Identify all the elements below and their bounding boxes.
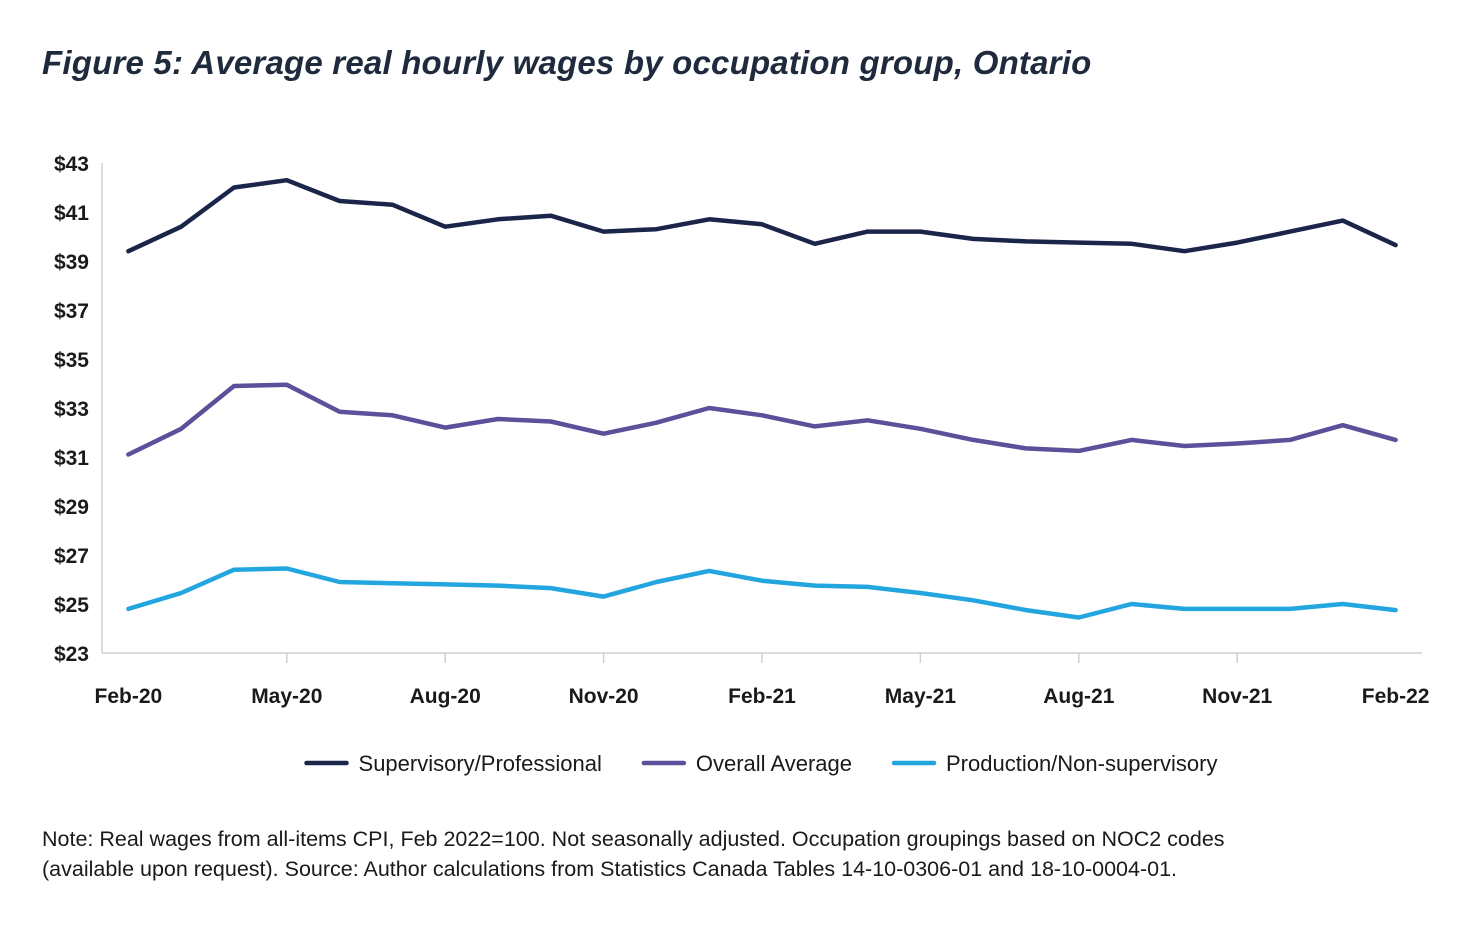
legend-item: Supervisory/Professional (304, 751, 602, 776)
y-tick-label: $41 (54, 202, 89, 225)
y-tick-label: $33 (54, 398, 89, 421)
y-tick-label: $25 (54, 594, 89, 617)
y-tick-label: $39 (54, 251, 89, 274)
legend-label: Overall Average (696, 751, 852, 776)
legend-item: Overall Average (641, 751, 852, 776)
x-tick-label: Aug-21 (1043, 685, 1114, 708)
x-tick-label: May-20 (251, 685, 322, 708)
note-line-1: Note: Real wages from all-items CPI, Feb… (42, 827, 1225, 851)
y-tick-label: $29 (54, 496, 89, 519)
y-tick-label: $37 (54, 300, 89, 323)
x-tick-label: Feb-22 (1362, 685, 1430, 708)
y-tick-label: $31 (54, 447, 89, 470)
series-line (126, 177, 1398, 254)
chart-note: Note: Real wages from all-items CPI, Feb… (42, 824, 1442, 884)
y-axis: $43 $41 $39 $37 $35 $33 $31 $29 $27 $25 $23 (54, 153, 103, 666)
y-tick-label: $43 (54, 153, 89, 176)
series-line (126, 566, 1398, 620)
y-tick-label: $27 (54, 545, 89, 568)
y-tick-label: $35 (54, 349, 89, 372)
note-line-2: (available upon request). Source: Author… (42, 857, 1178, 881)
legend-label: Production/Non-supervisory (946, 751, 1217, 776)
x-axis: Feb-20 May-20 Aug-20 Nov-20 Feb-21 May-21 Aug-… (95, 652, 1430, 708)
x-tick-label: Nov-21 (1202, 685, 1272, 708)
legend-label: Supervisory/Professional (359, 751, 602, 776)
legend: Supervisory/Professional Overall Average P… (304, 751, 1217, 776)
x-tick-label: May-21 (885, 685, 957, 708)
chart-title: Figure 5: Average real hourly wages by o… (42, 44, 1092, 81)
series-line (126, 382, 1398, 457)
y-tick-label: $23 (54, 643, 89, 666)
series-lines (126, 177, 1398, 620)
x-tick-label: Feb-20 (95, 685, 163, 708)
legend-item: Production/Non-supervisory (891, 751, 1217, 776)
x-tick-label: Feb-21 (728, 685, 796, 708)
x-tick-label: Aug-20 (410, 685, 481, 708)
x-tick-label: Nov-20 (569, 685, 639, 708)
